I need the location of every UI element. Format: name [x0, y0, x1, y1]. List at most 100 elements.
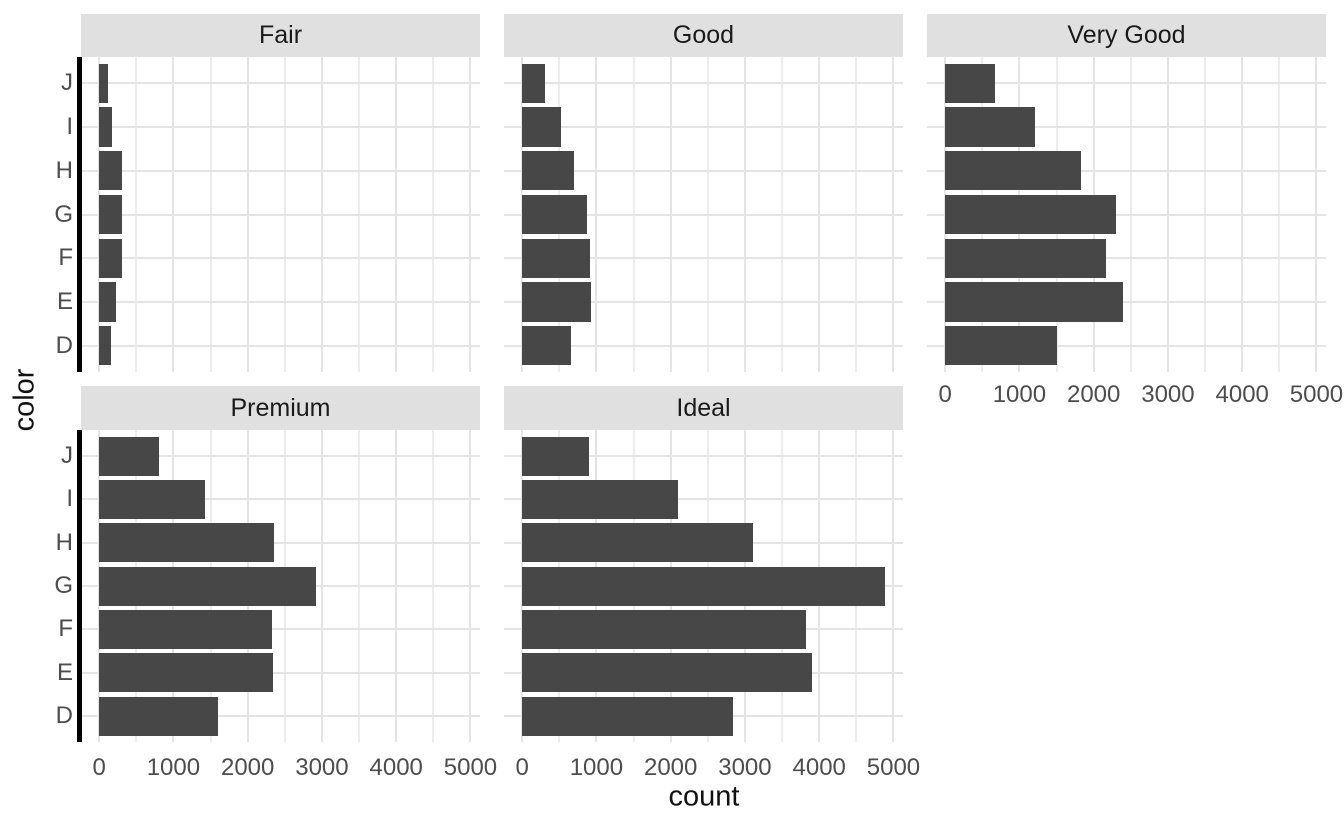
- bar-good-e: [522, 282, 592, 322]
- bar-very-good-f: [945, 238, 1106, 278]
- bar-very-good-i: [945, 107, 1035, 147]
- bar-fair-i: [99, 107, 113, 147]
- gridline-major-y: [504, 498, 903, 501]
- bar-premium-j: [99, 436, 160, 476]
- bar-fair-f: [99, 238, 123, 278]
- gridline-major-y: [927, 257, 1326, 260]
- facet-panel-good: [504, 57, 903, 372]
- facet-strip-good: Good: [504, 14, 903, 57]
- y-tick-label-i: I: [66, 113, 73, 140]
- bar-good-j: [522, 63, 545, 103]
- gridline-major-y: [504, 169, 903, 172]
- x-tick-label: 5000: [866, 754, 921, 781]
- gridline-major-y: [81, 301, 480, 303]
- x-axis-title: count: [668, 780, 740, 813]
- facet-strip-premium: Premium: [81, 386, 480, 430]
- bar-ideal-i: [522, 479, 678, 519]
- bar-premium-d: [99, 696, 219, 736]
- y-tick-label-j: J: [61, 442, 73, 469]
- gridline-major-y: [927, 169, 1326, 172]
- y-tick-label-f: F: [58, 615, 73, 643]
- facet-panel-premium: [77, 430, 480, 742]
- x-tick-label: 3000: [718, 754, 772, 781]
- y-tick-label-e: E: [56, 288, 73, 315]
- bar-very-good-h: [945, 151, 1081, 191]
- facet-strip-very-good: Very Good: [927, 14, 1326, 57]
- x-tick-label: 0: [515, 754, 529, 781]
- gridline-major-y: [927, 125, 1326, 128]
- gridline-major-y: [504, 257, 903, 260]
- gridline-major-y: [504, 82, 903, 85]
- y-axis-title: color: [8, 368, 41, 432]
- y-tick-label-d: D: [55, 331, 73, 359]
- gridline-major-y: [504, 344, 903, 347]
- x-tick-label: 2000: [643, 754, 698, 781]
- bar-very-good-e: [945, 282, 1124, 322]
- bar-good-g: [522, 194, 587, 235]
- gridline-major-y: [81, 628, 480, 631]
- x-tick-label: 4000: [792, 754, 846, 781]
- y-tick-label-h: H: [55, 156, 73, 184]
- facet-panel-ideal: [504, 430, 903, 742]
- bar-ideal-j: [522, 436, 589, 476]
- x-tick-label: 1000: [569, 754, 624, 781]
- bar-fair-j: [99, 63, 108, 103]
- x-tick-label: 1000: [146, 754, 201, 781]
- x-tick-label: 3000: [295, 754, 349, 781]
- bar-good-i: [522, 107, 561, 147]
- x-tick-label: 0: [938, 381, 952, 408]
- y-tick-label-i: I: [66, 485, 73, 513]
- gridline-major-y: [81, 541, 480, 544]
- gridline-major-y: [81, 257, 480, 260]
- gridline-major-y: [504, 125, 903, 128]
- bar-good-f: [522, 238, 590, 278]
- facet-panel-fair: [77, 57, 480, 372]
- gridline-major-y: [927, 301, 1326, 303]
- x-tick-label: 5000: [1289, 381, 1344, 408]
- bar-very-good-g: [945, 194, 1116, 235]
- bar-good-h: [522, 151, 575, 191]
- facet-strip-fair: Fair: [81, 14, 480, 57]
- bar-premium-g: [99, 566, 317, 606]
- x-tick-label: 4000: [1215, 381, 1269, 408]
- gridline-major-y: [927, 82, 1326, 85]
- x-tick-label: 1000: [992, 381, 1047, 408]
- bar-premium-i: [99, 479, 206, 519]
- x-tick-label: 2000: [1066, 381, 1121, 408]
- gridline-major-y: [927, 213, 1326, 216]
- bar-premium-h: [99, 523, 275, 563]
- y-tick-label-h: H: [55, 528, 73, 556]
- bar-ideal-d: [522, 696, 733, 736]
- y-tick-label-f: F: [58, 244, 73, 272]
- facet-strip-ideal: Ideal: [504, 386, 903, 430]
- y-tick-label-j: J: [61, 69, 73, 97]
- y-tick-label-g: G: [54, 572, 73, 599]
- x-tick-label: 3000: [1141, 381, 1195, 408]
- gridline-major-y: [504, 301, 903, 303]
- gridline-major-y: [81, 715, 480, 717]
- bar-fair-g: [99, 194, 123, 235]
- y-tick-label-g: G: [54, 200, 73, 228]
- bar-very-good-d: [945, 326, 1058, 366]
- x-tick-label: 5000: [443, 754, 498, 781]
- gridline-major-y: [81, 213, 480, 216]
- gridline-major-y: [927, 344, 1326, 347]
- gridline-major-y: [81, 344, 480, 347]
- x-tick-label: 2000: [220, 754, 275, 781]
- bar-ideal-g: [522, 566, 885, 606]
- gridline-major-y: [81, 671, 480, 674]
- bar-premium-e: [99, 653, 273, 693]
- y-tick-label-d: D: [55, 702, 73, 729]
- gridline-major-y: [504, 455, 903, 457]
- bar-ideal-e: [522, 653, 812, 693]
- y-axis-line: [77, 430, 82, 742]
- gridline-major-y: [81, 125, 480, 128]
- bar-fair-d: [99, 326, 112, 366]
- y-axis-line: [77, 57, 82, 372]
- x-tick-label: 0: [92, 754, 106, 781]
- bar-premium-f: [99, 609, 273, 649]
- gridline-major-y: [81, 169, 480, 172]
- bar-good-d: [522, 326, 572, 366]
- facet-panel-very-good: [927, 57, 1326, 372]
